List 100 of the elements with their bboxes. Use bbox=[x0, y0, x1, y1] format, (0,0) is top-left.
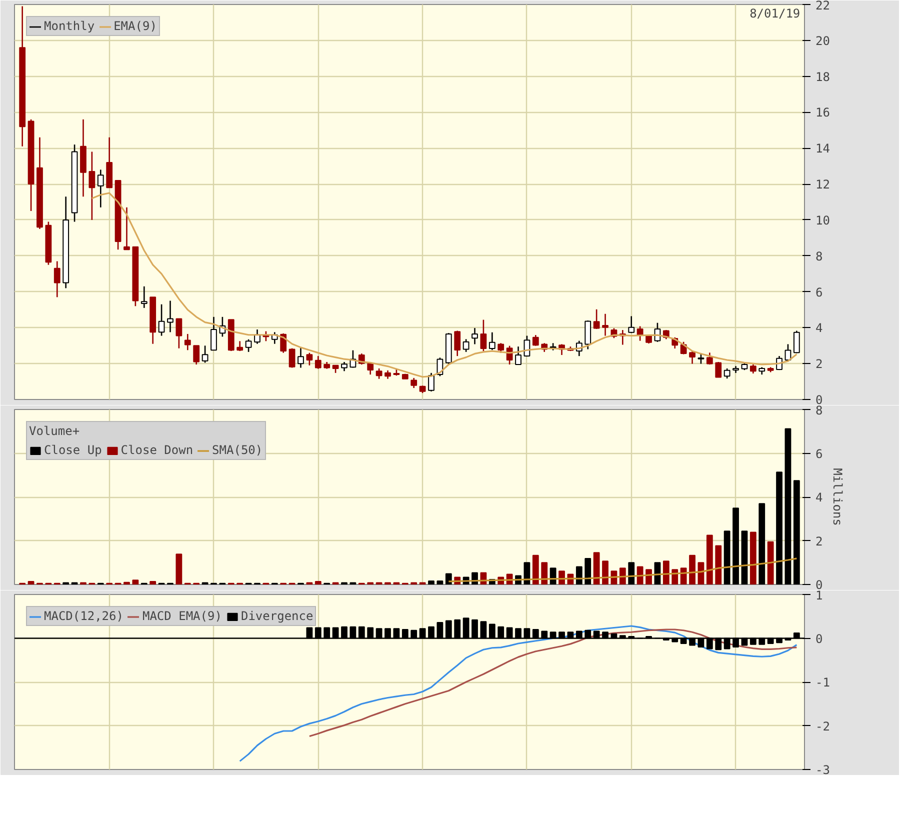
candlestick bbox=[202, 344, 208, 364]
y-tick-label: -1 bbox=[816, 676, 830, 690]
y-tick-label: 12 bbox=[816, 178, 830, 192]
bar bbox=[662, 560, 670, 584]
y-tick-label: 18 bbox=[816, 70, 830, 84]
candlestick bbox=[602, 313, 608, 336]
bar bbox=[445, 573, 452, 584]
bar bbox=[784, 428, 792, 584]
bar bbox=[176, 554, 182, 584]
bar bbox=[776, 472, 782, 584]
bar bbox=[436, 580, 444, 584]
candlestick bbox=[628, 316, 635, 334]
candlestick bbox=[376, 368, 382, 380]
candlestick bbox=[124, 206, 130, 250]
candlestick bbox=[454, 330, 461, 357]
y-tick-label: -2 bbox=[816, 719, 830, 734]
y-tick-label: 22 bbox=[816, 0, 830, 12]
legend-label: MACD(12,26) bbox=[44, 609, 124, 623]
candlestick bbox=[88, 151, 96, 221]
bar bbox=[576, 566, 582, 584]
legend-label: EMA(9) bbox=[114, 19, 157, 33]
bar bbox=[314, 580, 322, 584]
annotation: 8/01/19 bbox=[750, 6, 800, 20]
text: Volume+ bbox=[29, 424, 81, 438]
legend-label: MACD EMA(9) bbox=[142, 609, 222, 623]
candlestick bbox=[593, 308, 600, 330]
bar bbox=[124, 582, 130, 584]
bar bbox=[628, 562, 635, 584]
candlestick bbox=[410, 377, 418, 389]
legend-label: SMA(50) bbox=[212, 443, 263, 457]
candlestick bbox=[298, 346, 304, 368]
candlestick bbox=[184, 333, 191, 351]
y-tick-label: 14 bbox=[816, 142, 830, 156]
bar bbox=[150, 580, 156, 584]
bar bbox=[636, 566, 644, 584]
y-tick-label: -3 bbox=[816, 763, 830, 777]
line-series bbox=[308, 628, 798, 738]
candlestick bbox=[584, 320, 592, 350]
candlestick bbox=[506, 345, 513, 366]
candlestick bbox=[193, 344, 200, 366]
candlestick bbox=[54, 260, 60, 298]
candlestick bbox=[515, 346, 522, 366]
bar bbox=[532, 554, 539, 584]
bar bbox=[132, 580, 139, 584]
candlestick bbox=[210, 316, 217, 351]
y-tick-label: 2 bbox=[816, 357, 823, 372]
candlestick bbox=[462, 338, 470, 353]
legend-label: Divergence bbox=[240, 609, 314, 623]
bar bbox=[724, 530, 730, 584]
candlestick bbox=[280, 332, 287, 354]
bar bbox=[593, 552, 600, 584]
bar bbox=[715, 545, 722, 584]
candlestick bbox=[706, 352, 713, 366]
candlestick bbox=[167, 300, 174, 333]
bar bbox=[706, 534, 713, 584]
candlestick bbox=[480, 319, 487, 352]
candlestick bbox=[689, 350, 696, 364]
bar bbox=[741, 530, 748, 584]
candlestick bbox=[715, 361, 722, 378]
bar bbox=[732, 508, 739, 584]
candlestick bbox=[698, 352, 704, 364]
bar bbox=[767, 541, 774, 584]
candlestick bbox=[97, 169, 104, 208]
bar bbox=[793, 480, 800, 584]
candlestick bbox=[140, 286, 148, 309]
candlestick bbox=[306, 352, 313, 366]
candlestick bbox=[724, 368, 730, 380]
y-tick-label: 4 bbox=[816, 321, 823, 336]
bar bbox=[584, 558, 592, 584]
bar bbox=[541, 562, 548, 584]
bar bbox=[428, 580, 434, 584]
line-series bbox=[239, 625, 798, 762]
legend-label: Monthly bbox=[44, 19, 95, 33]
candlestick bbox=[341, 361, 348, 372]
y-tick-label: 6 bbox=[816, 285, 823, 300]
legend-label: Close Down bbox=[120, 443, 194, 457]
bar bbox=[750, 532, 756, 584]
bar bbox=[550, 568, 556, 584]
y-tick-label: 0 bbox=[816, 632, 823, 646]
candlestick bbox=[472, 327, 478, 345]
legend-label: Close Up bbox=[44, 443, 102, 457]
bar bbox=[619, 568, 626, 584]
bar bbox=[758, 503, 766, 584]
y-tick-label: 20 bbox=[816, 34, 830, 48]
y-tick-label: 6 bbox=[816, 446, 823, 461]
bar bbox=[28, 580, 34, 584]
candlestick bbox=[793, 330, 800, 354]
candlestick bbox=[236, 340, 244, 352]
y-tick-label: 8 bbox=[816, 249, 823, 264]
candlestick bbox=[314, 355, 322, 370]
candlestick bbox=[245, 338, 252, 353]
bar bbox=[602, 560, 608, 584]
y-tick-label: 4 bbox=[816, 490, 823, 504]
candlestick bbox=[428, 372, 434, 392]
candlestick bbox=[498, 342, 504, 354]
candlestick bbox=[488, 332, 496, 351]
y-axis-title: Millions bbox=[830, 468, 845, 526]
y-tick-label: 2 bbox=[816, 534, 823, 548]
candlestick bbox=[158, 304, 165, 336]
bar bbox=[680, 568, 687, 584]
